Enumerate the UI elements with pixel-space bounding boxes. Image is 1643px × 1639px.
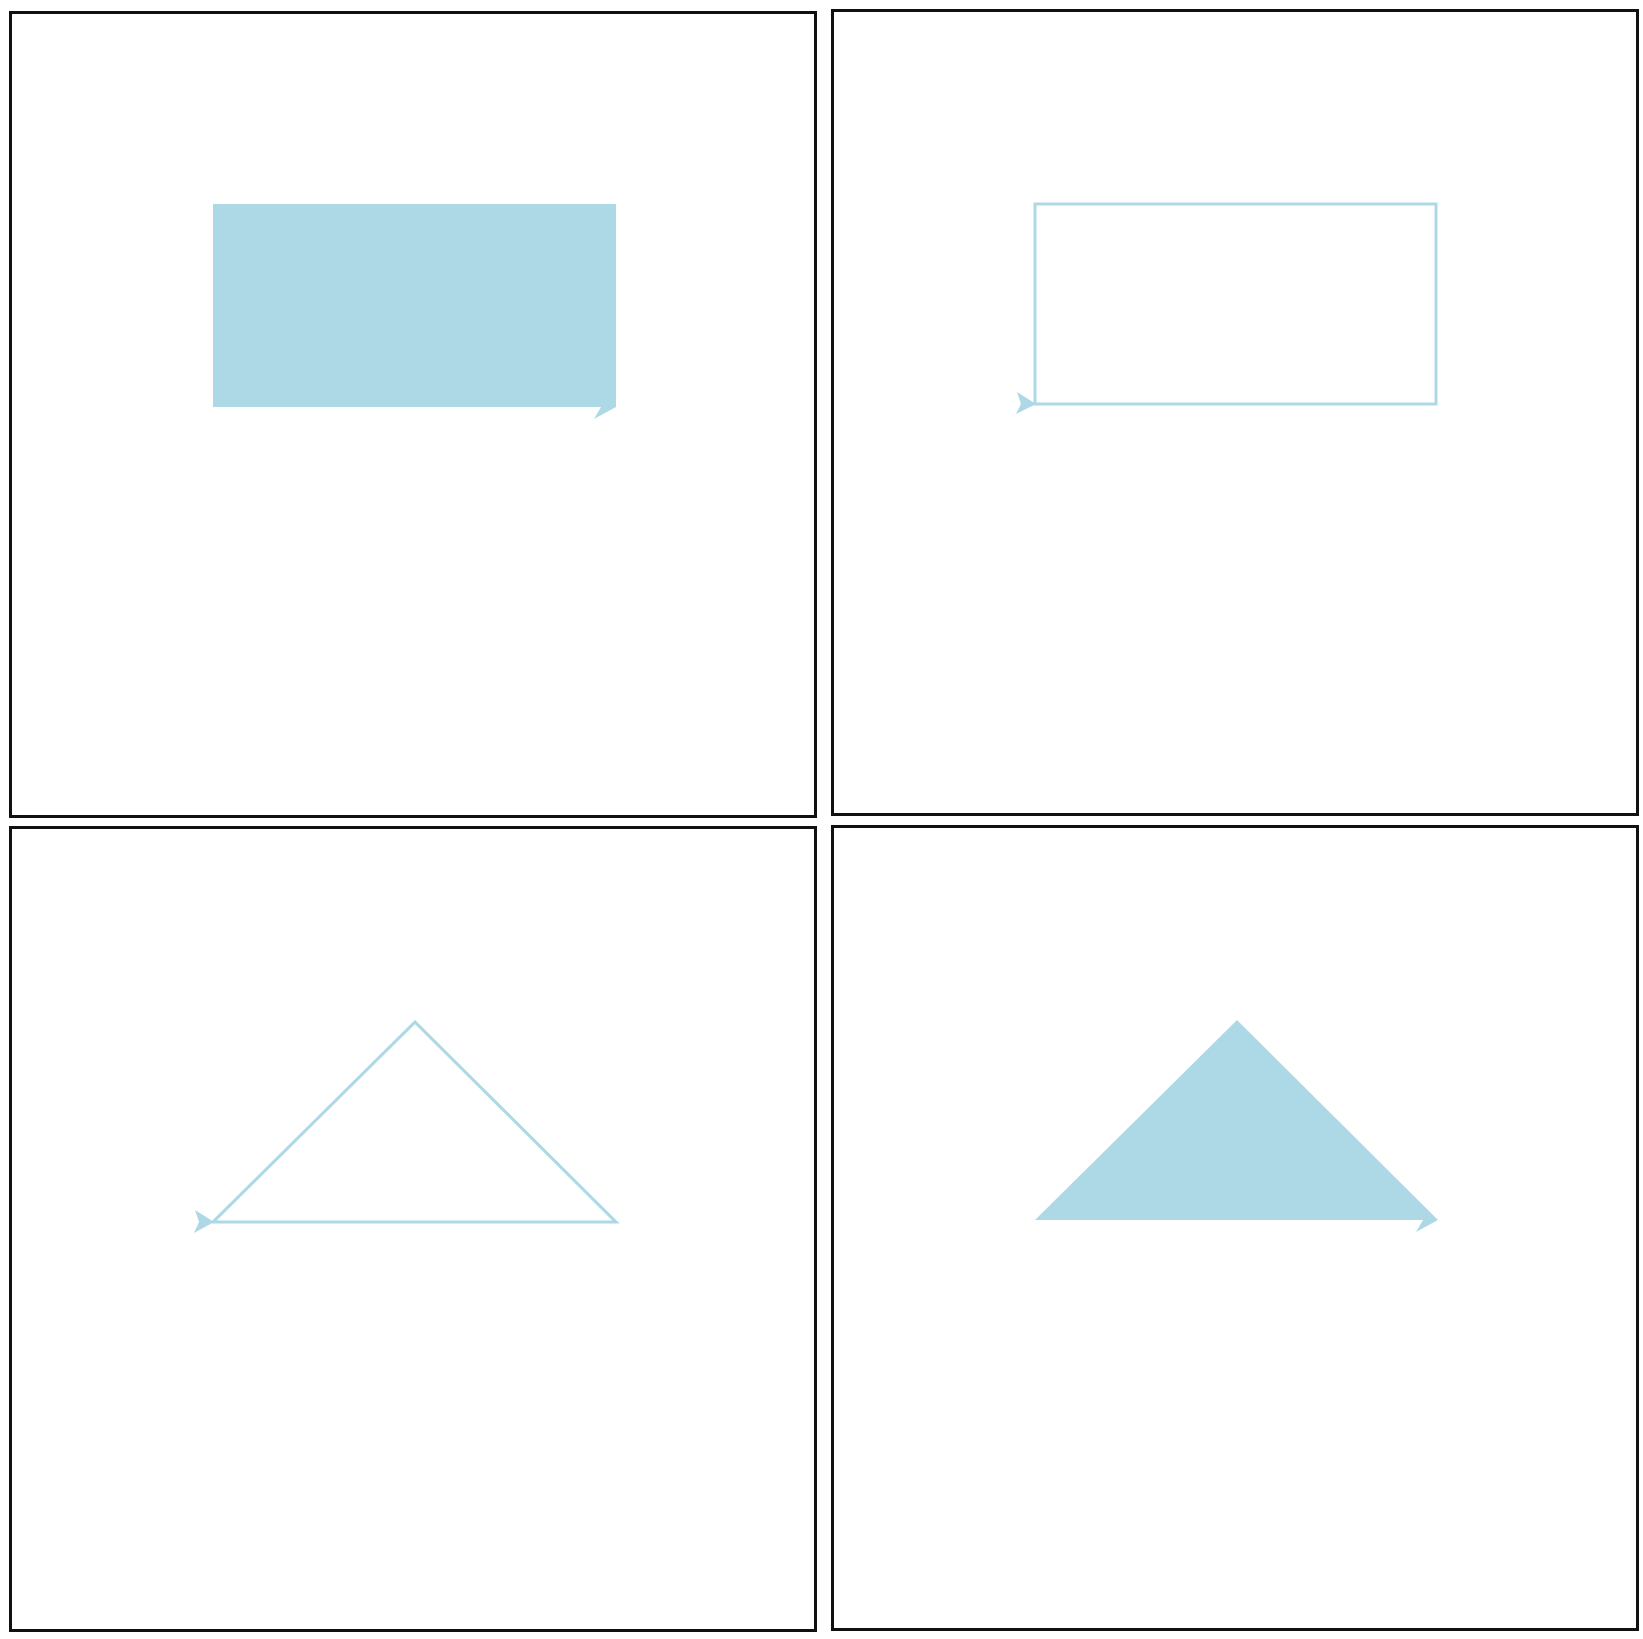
filled-triangle (1035, 1020, 1438, 1220)
panel-1-canvas (213, 204, 616, 419)
panel-3-canvas (194, 1019, 620, 1233)
arrowhead-icon (194, 1210, 214, 1233)
panel-2-canvas (1016, 202, 1438, 414)
filled-rectangle (213, 204, 616, 407)
panel-outline-triangle (9, 826, 817, 1632)
arrowhead-icon (1016, 392, 1036, 414)
panel-outline-rectangle (831, 9, 1639, 816)
panel-filled-rectangle (9, 11, 817, 818)
outline-triangle (209, 1019, 620, 1224)
panel-4-canvas (1035, 1020, 1438, 1232)
outline-rectangle (1033, 202, 1438, 406)
arrowhead-icon (594, 400, 616, 419)
panel-filled-triangle (831, 825, 1639, 1631)
arrowhead-icon (1416, 1212, 1438, 1232)
